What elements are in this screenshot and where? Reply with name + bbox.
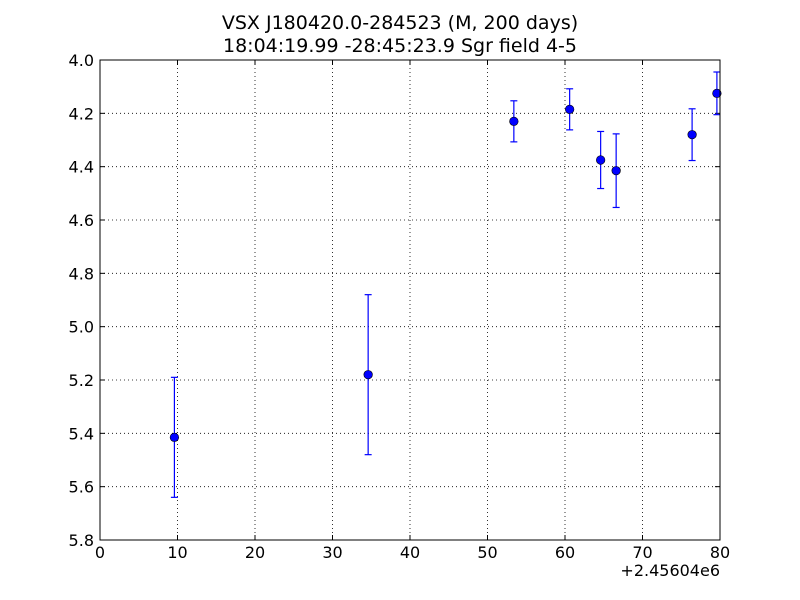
x-tick-label: 80 (710, 543, 730, 562)
x-tick-label: 0 (95, 543, 105, 562)
tick-labels: 0 10 20 30 40 50 60 70 80 4.0 4.2 4.4 4.6 4.8 5.0 5.2 5.… (69, 51, 731, 562)
point-marker (596, 155, 606, 165)
x-tick-label: 20 (245, 543, 265, 562)
data-marks (169, 71, 722, 498)
chart-subtitle: 18:04:19.99 -28:45:23.9 Sgr field 4-5 (223, 35, 577, 57)
data-point (509, 100, 519, 143)
point-marker (712, 88, 722, 98)
y-tick-label: 4.2 (69, 104, 94, 123)
y-tick-label: 4.6 (69, 211, 94, 230)
x-tick-label: 50 (477, 543, 497, 562)
data-point (687, 108, 697, 162)
x-tick-label: 70 (632, 543, 652, 562)
data-point (611, 133, 621, 209)
data-point (565, 88, 575, 131)
y-tick-label: 4.0 (69, 51, 94, 70)
data-point (712, 71, 722, 116)
y-tick-label: 5.0 (69, 318, 94, 337)
data-point (363, 294, 373, 456)
y-tick-label: 5.4 (69, 424, 94, 443)
x-tick-label: 60 (555, 543, 575, 562)
point-marker (363, 370, 373, 380)
x-tick-label: 40 (400, 543, 420, 562)
data-point (596, 130, 606, 190)
y-tick-label: 4.8 (69, 264, 94, 283)
data-point (169, 376, 179, 498)
chart-title: VSX J180420.0-284523 (M, 200 days) (221, 12, 579, 34)
x-tick-label: 10 (167, 543, 187, 562)
y-tick-label: 5.6 (69, 478, 94, 497)
point-marker (611, 166, 621, 176)
y-tick-label: 4.4 (69, 158, 94, 177)
point-marker (509, 116, 519, 126)
y-tick-label: 5.2 (69, 371, 94, 390)
point-marker (687, 130, 697, 140)
x-offset-label: +2.45604e6 (620, 561, 720, 580)
point-marker (169, 432, 179, 442)
point-marker (565, 104, 575, 114)
plot-frame (99, 59, 721, 541)
y-tick-label: 5.8 (69, 531, 94, 550)
x-tick-label: 30 (322, 543, 342, 562)
